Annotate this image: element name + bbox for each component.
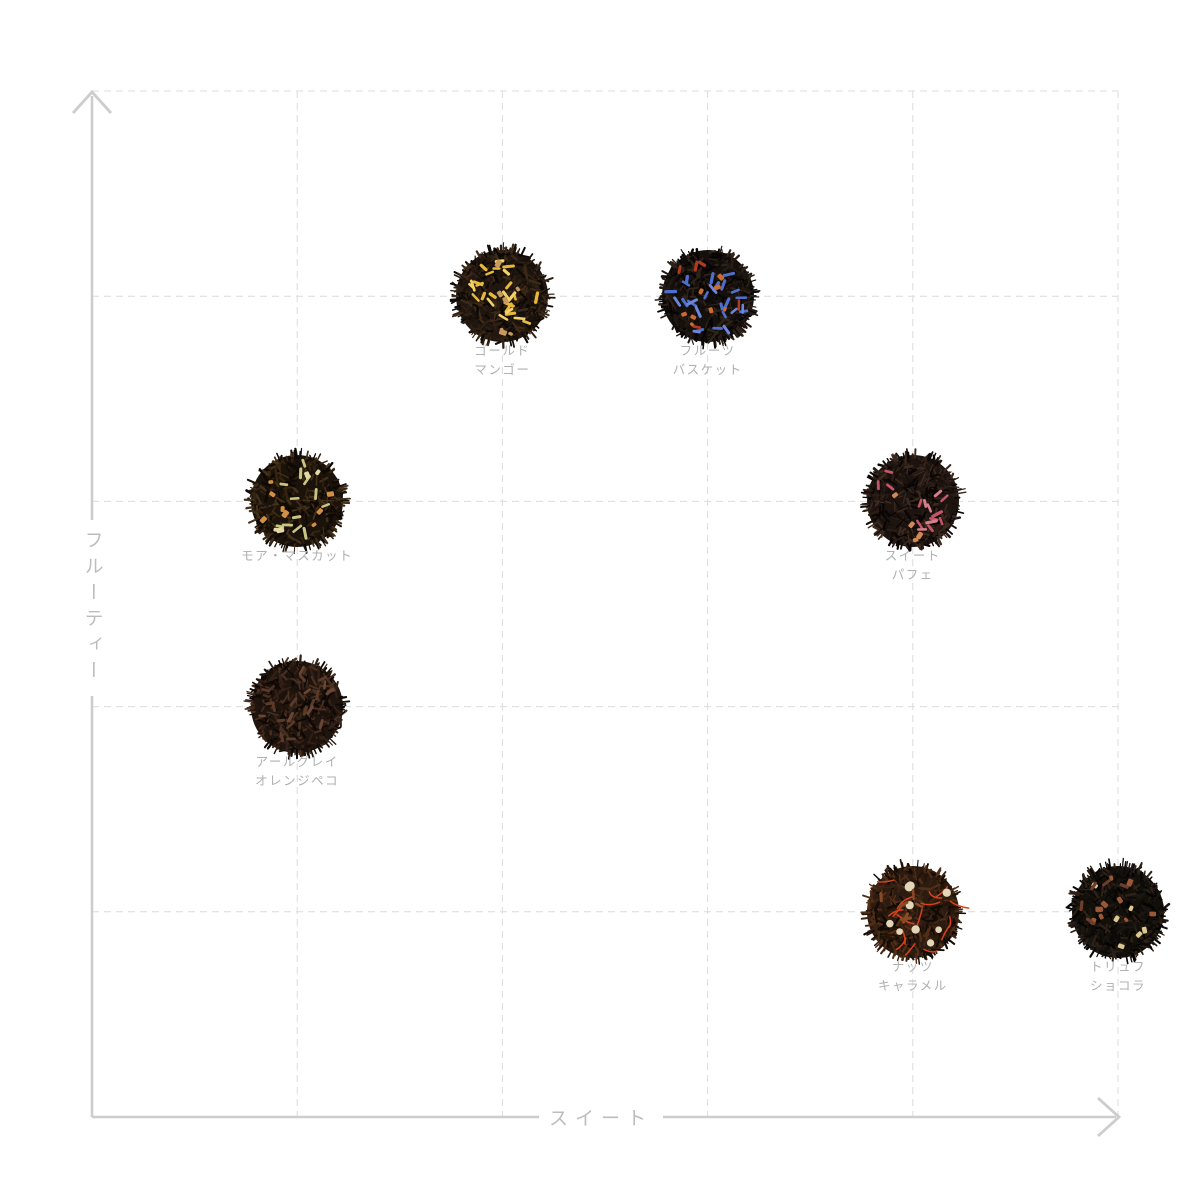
y-axis-arrow-icon <box>71 89 113 114</box>
tea-name-line: パフェ <box>891 568 934 583</box>
tea-point: ゴールド マンゴー <box>444 238 560 377</box>
tea-name-label: アールグレイ オレンジペコ <box>255 753 339 791</box>
x-axis-arrow-icon <box>1097 1096 1122 1138</box>
tea-name-label: ゴールド マンゴー <box>474 342 530 380</box>
tea-leaves-image <box>450 242 557 350</box>
tea-point: フルーツ バスケット <box>650 238 766 377</box>
tea-name-line: マンゴー <box>474 363 531 378</box>
tea-leaves-image <box>243 448 352 555</box>
tea-name-label: ナッツ キャラメル <box>878 958 948 996</box>
tea-name-line: ショコラ <box>1089 978 1147 993</box>
tea-name-label: モア・マスカット <box>241 547 353 566</box>
tea-name-line: フルーツ <box>679 344 736 359</box>
tea-leaves-image <box>243 654 351 760</box>
tea-leaves-image <box>654 245 761 350</box>
tea-name-line: スイート <box>884 549 941 564</box>
tea-point: ナッツ キャラメル <box>855 854 971 993</box>
axes <box>71 89 1122 1138</box>
tea-name-label: スイート パフェ <box>885 547 941 585</box>
tea-name-line: トリュフ <box>1089 959 1147 974</box>
x-axis-label: スイート <box>538 1101 664 1133</box>
tea-name-line: オレンジペコ <box>255 773 340 788</box>
tea-name-label: フルーツ バスケット <box>673 342 743 380</box>
tea-leaves-image <box>859 448 967 553</box>
tea-name-line: キャラメル <box>877 978 948 993</box>
tea-name-line: ナッツ <box>891 959 934 974</box>
tea-name-line: ゴールド <box>474 344 531 359</box>
tea-point: モア・マスカット <box>239 443 355 563</box>
tea-name-line: バスケット <box>672 363 743 378</box>
tea-name-line: アールグレイ <box>255 754 339 769</box>
tea-point: トリュフ ショコラ <box>1060 854 1176 993</box>
tea-point: スイート パフェ <box>855 443 971 582</box>
y-axis-label: フルーティー <box>76 520 108 696</box>
tea-leaves-image <box>1065 857 1171 965</box>
tea-leaves-image <box>860 858 970 965</box>
tea-point: アールグレイ オレンジペコ <box>239 649 355 788</box>
tea-name-label: トリュフ ショコラ <box>1090 958 1146 996</box>
tea-name-line: モア・マスカット <box>241 549 354 564</box>
